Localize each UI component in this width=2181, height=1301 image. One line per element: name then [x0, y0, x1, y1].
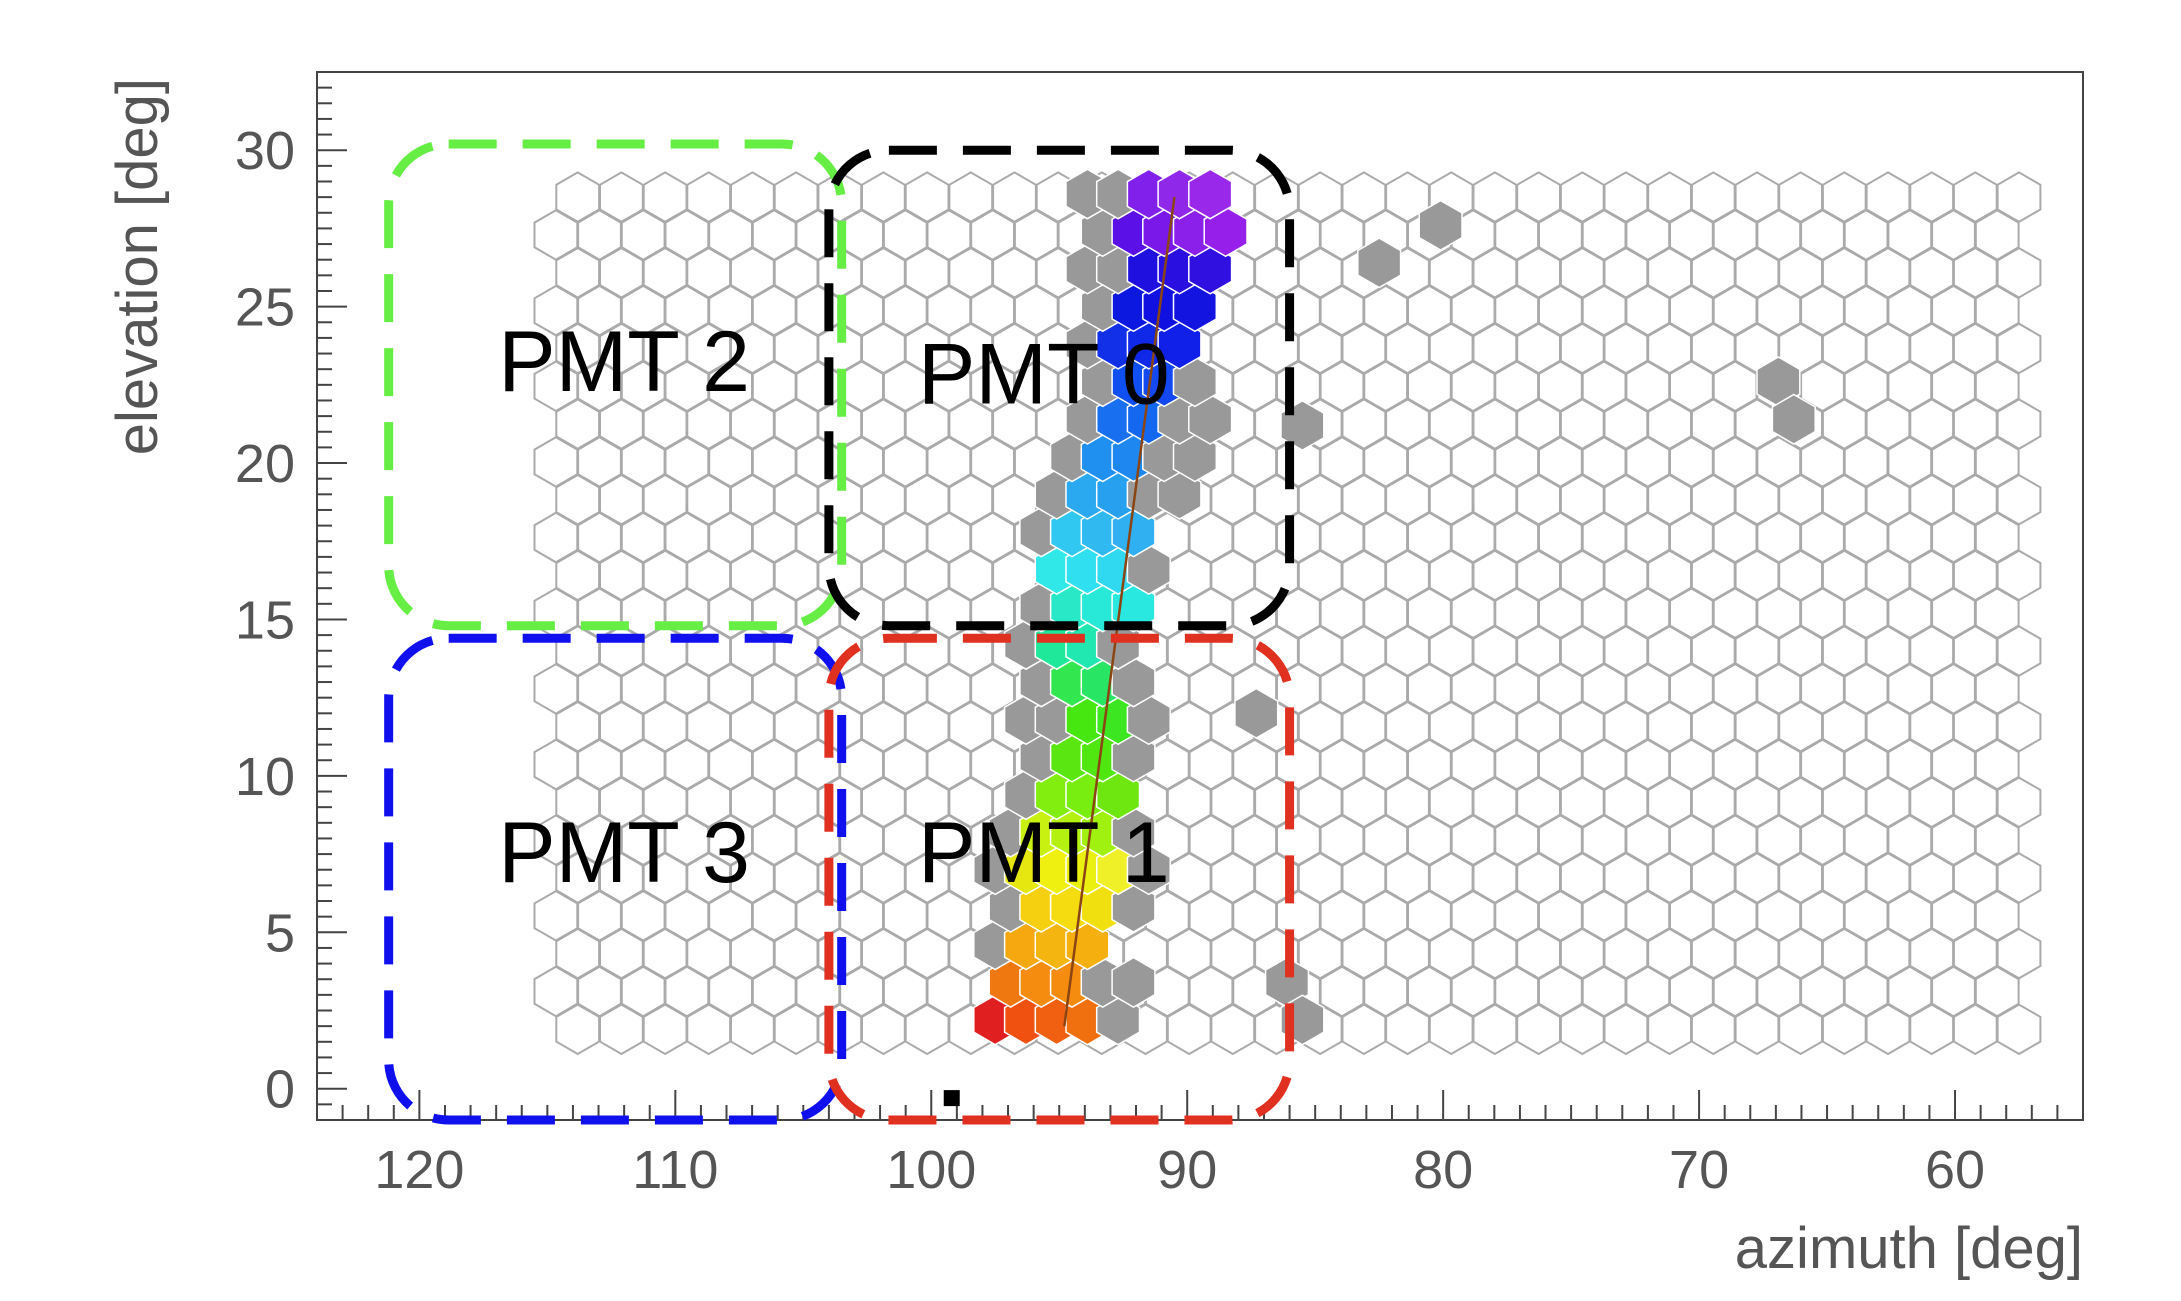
pmt-region-label: PMT 1 — [918, 805, 1170, 901]
hit-pixel — [1095, 994, 1141, 1046]
track-fit-line — [1063, 196, 1176, 1027]
pmt-regions: PMT 2 PMT 0 PMT 3 PMT 1 — [384, 139, 1295, 1125]
hit-pixel — [1771, 393, 1816, 445]
y-tick-label: 10 — [235, 747, 295, 807]
hit-pixel — [1111, 806, 1156, 858]
x-tick-label: 80 — [1413, 1140, 1473, 1200]
hit-pixel — [1111, 506, 1156, 558]
hit-pixel — [1111, 956, 1156, 1008]
x-axis-title: azimuth [deg] — [1735, 1216, 2083, 1281]
y-tick-label: 25 — [235, 278, 295, 338]
x-tick-label: 100 — [886, 1140, 976, 1200]
hit-pixel — [1157, 468, 1202, 520]
marker-layer — [943, 1090, 960, 1107]
pmt-region-box — [824, 633, 1295, 1125]
hit-pixel — [1172, 431, 1218, 483]
y-tick-label: 5 — [265, 903, 295, 963]
hit-pixel — [1357, 237, 1402, 289]
hit-pixel — [1234, 687, 1279, 739]
y-axis-title: elevation [deg] — [105, 78, 170, 455]
y-tick-label: 30 — [235, 121, 295, 181]
pmt-region-box — [384, 139, 847, 631]
hit-pixel — [1418, 199, 1463, 251]
marker-square — [943, 1090, 960, 1107]
fit-line — [1063, 196, 1176, 1027]
camera-pixel — [555, 171, 601, 223]
x-tick-label: 110 — [632, 1140, 718, 1200]
hit-pixel — [1126, 694, 1171, 746]
hit-pixel — [1172, 356, 1218, 408]
y-tick-label: 15 — [235, 590, 295, 650]
x-tick-label: 90 — [1157, 1140, 1217, 1200]
x-tick-label: 60 — [1925, 1140, 1985, 1200]
hit-pixel — [1188, 393, 1233, 445]
axes: 120 110 100 90 80 70 60 0 5 10 15 20 25 30 — [235, 71, 2084, 1200]
hit-pixel — [1188, 168, 1233, 220]
hit-pixel — [1203, 205, 1248, 258]
pmt-region-box — [824, 145, 1295, 631]
hit-pixel — [1095, 618, 1141, 671]
x-tick-label: 120 — [374, 1140, 464, 1200]
camera-pixel-grid — [533, 168, 2042, 1056]
y-tick-label: 0 — [265, 1060, 295, 1120]
hit-pixel — [1111, 881, 1156, 933]
pmt-region-label: PMT 3 — [498, 805, 750, 901]
hit-pixel — [1157, 318, 1202, 370]
y-tick-label: 20 — [235, 434, 295, 494]
pmt-region-label: PMT 2 — [498, 314, 750, 410]
hit-pixel — [1126, 844, 1171, 896]
pmt-region-label: PMT 0 — [918, 327, 1170, 423]
hit-pixel — [1172, 281, 1218, 333]
hit-pixel — [1111, 731, 1156, 783]
hit-pixel — [1188, 243, 1233, 295]
x-tick-label: 70 — [1669, 1140, 1729, 1200]
pmt-region-box — [384, 633, 847, 1125]
